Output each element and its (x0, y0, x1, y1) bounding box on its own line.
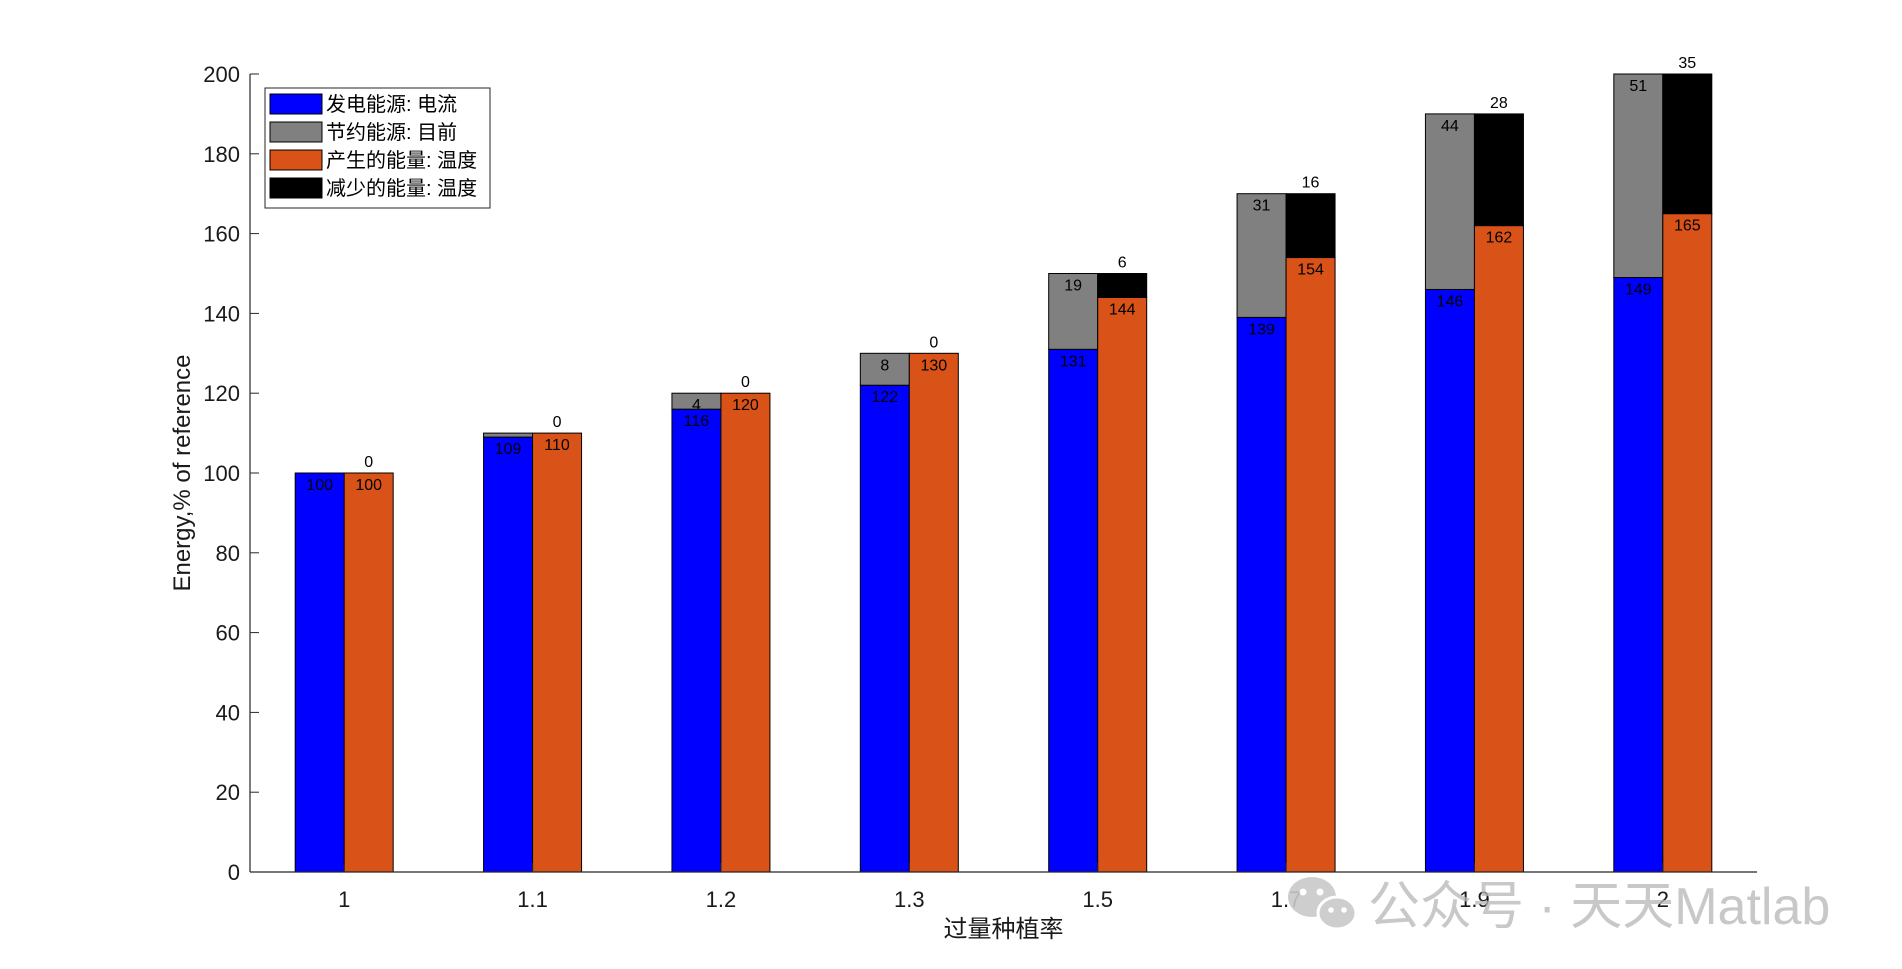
x-tick-label: 1 (338, 887, 350, 912)
x-tick-label: 1.5 (1082, 887, 1113, 912)
bar-right-base-6 (1473, 225, 1524, 873)
bar-label-right-top-6: 28 (1490, 95, 1508, 112)
bar-label-right-base-6: 162 (1486, 230, 1513, 247)
y-tick-label: 180 (203, 142, 240, 167)
bar-label-left-base-3: 122 (871, 389, 898, 406)
bar-left-base-7 (1613, 276, 1664, 873)
bar-label-left-base-5: 139 (1248, 321, 1275, 338)
bar-right-base-3 (908, 352, 959, 873)
legend-swatch (269, 93, 323, 115)
bar-label-right-top-4: 6 (1118, 255, 1127, 272)
bar-right-top-6 (1473, 113, 1524, 227)
bar-left-top-3 (859, 352, 910, 386)
bar-label-right-base-4: 144 (1109, 301, 1136, 318)
y-tick-label: 0 (228, 860, 240, 885)
bar-label-right-top-7: 35 (1678, 55, 1696, 72)
bar-left-top-5 (1236, 193, 1287, 318)
bar-right-base-7 (1662, 213, 1713, 873)
bar-right-base-1 (532, 432, 583, 873)
bar-label-right-base-2: 120 (732, 397, 759, 414)
bar-label-right-top-5: 16 (1302, 175, 1320, 192)
x-tick-label: 1.1 (517, 887, 548, 912)
legend-swatch (269, 149, 323, 171)
legend-label: 发电能源: 电流 (326, 93, 457, 116)
watermark-text: 公众号 · 天天Matlab (1368, 878, 1830, 936)
bar-label-left-top-6: 44 (1441, 118, 1459, 135)
y-tick-label: 120 (203, 381, 240, 406)
bar-label-left-top-3: 8 (880, 357, 889, 374)
x-tick-label: 1.2 (706, 887, 737, 912)
bar-right-top-5 (1285, 193, 1336, 259)
y-tick-label: 200 (203, 62, 240, 87)
bar-right-top-7 (1662, 73, 1713, 215)
bar-left-top-4 (1048, 273, 1099, 350)
bar-label-right-top-0: 0 (364, 454, 373, 471)
bar-label-left-base-0: 100 (306, 477, 333, 494)
bar-label-right-base-5: 154 (1297, 262, 1324, 279)
bar-label-right-top-3: 0 (929, 334, 938, 351)
bar-label-left-top-4: 19 (1064, 278, 1082, 295)
bar-label-left-base-4: 131 (1060, 353, 1087, 370)
legend-label: 减少的能量: 温度 (326, 177, 477, 200)
bar-label-left-base-6: 146 (1437, 293, 1464, 310)
y-axis-title: Energy,% of reference (169, 354, 196, 591)
bar-label-left-top-5: 31 (1253, 198, 1271, 215)
bar-right-base-0 (343, 472, 394, 873)
x-tick-label: 2 (1657, 887, 1669, 912)
x-tick-label: 1.9 (1459, 887, 1490, 912)
bar-left-top-1 (483, 432, 534, 438)
bar-label-right-top-2: 0 (741, 374, 750, 391)
bar-left-top-6 (1424, 113, 1475, 290)
bar-right-base-4 (1097, 296, 1148, 873)
legend-label: 节约能源: 目前 (326, 121, 457, 144)
bar-left-base-3 (859, 384, 910, 873)
bar-right-base-2 (720, 392, 771, 873)
legend-swatch (269, 177, 323, 199)
bar-label-left-top-7: 51 (1629, 78, 1647, 95)
bar-left-base-5 (1236, 316, 1287, 873)
bar-label-right-base-3: 130 (920, 357, 947, 374)
y-tick-label: 140 (203, 301, 240, 326)
bar-right-top-4 (1097, 273, 1148, 298)
y-tick-label: 40 (216, 700, 240, 725)
bar-label-right-base-0: 100 (355, 477, 382, 494)
bar-left-base-2 (671, 408, 722, 873)
wechat-icon (1288, 877, 1358, 931)
y-tick-label: 100 (203, 461, 240, 486)
bar-left-base-0 (294, 472, 345, 873)
bar-left-base-1 (483, 436, 534, 873)
bar-label-left-base-7: 149 (1625, 281, 1652, 298)
y-tick-label: 20 (216, 780, 240, 805)
bar-label-left-base-1: 109 (495, 441, 522, 458)
bar-label-right-base-1: 110 (544, 437, 570, 454)
y-tick-label: 80 (216, 541, 240, 566)
bars-layer (294, 73, 1713, 873)
bar-right-base-5 (1285, 257, 1336, 873)
bar-left-base-4 (1048, 348, 1099, 873)
x-axis-title: 过量种植率 (944, 916, 1064, 943)
bar-left-top-7 (1613, 73, 1664, 278)
y-tick-label: 60 (216, 621, 240, 646)
bar-label-left-base-2: 116 (684, 413, 710, 430)
y-tick-label: 160 (203, 222, 240, 247)
bar-label-right-top-1: 0 (553, 414, 562, 431)
bar-label-left-top-2: 4 (692, 397, 701, 414)
legend-swatch (269, 121, 323, 143)
legend-label: 产生的能量: 温度 (326, 149, 477, 172)
watermark: 公众号 · 天天Matlab (1288, 877, 1830, 936)
x-tick-label: 1.3 (894, 887, 925, 912)
bar-left-base-6 (1424, 288, 1475, 873)
bar-label-right-base-7: 165 (1674, 218, 1701, 235)
